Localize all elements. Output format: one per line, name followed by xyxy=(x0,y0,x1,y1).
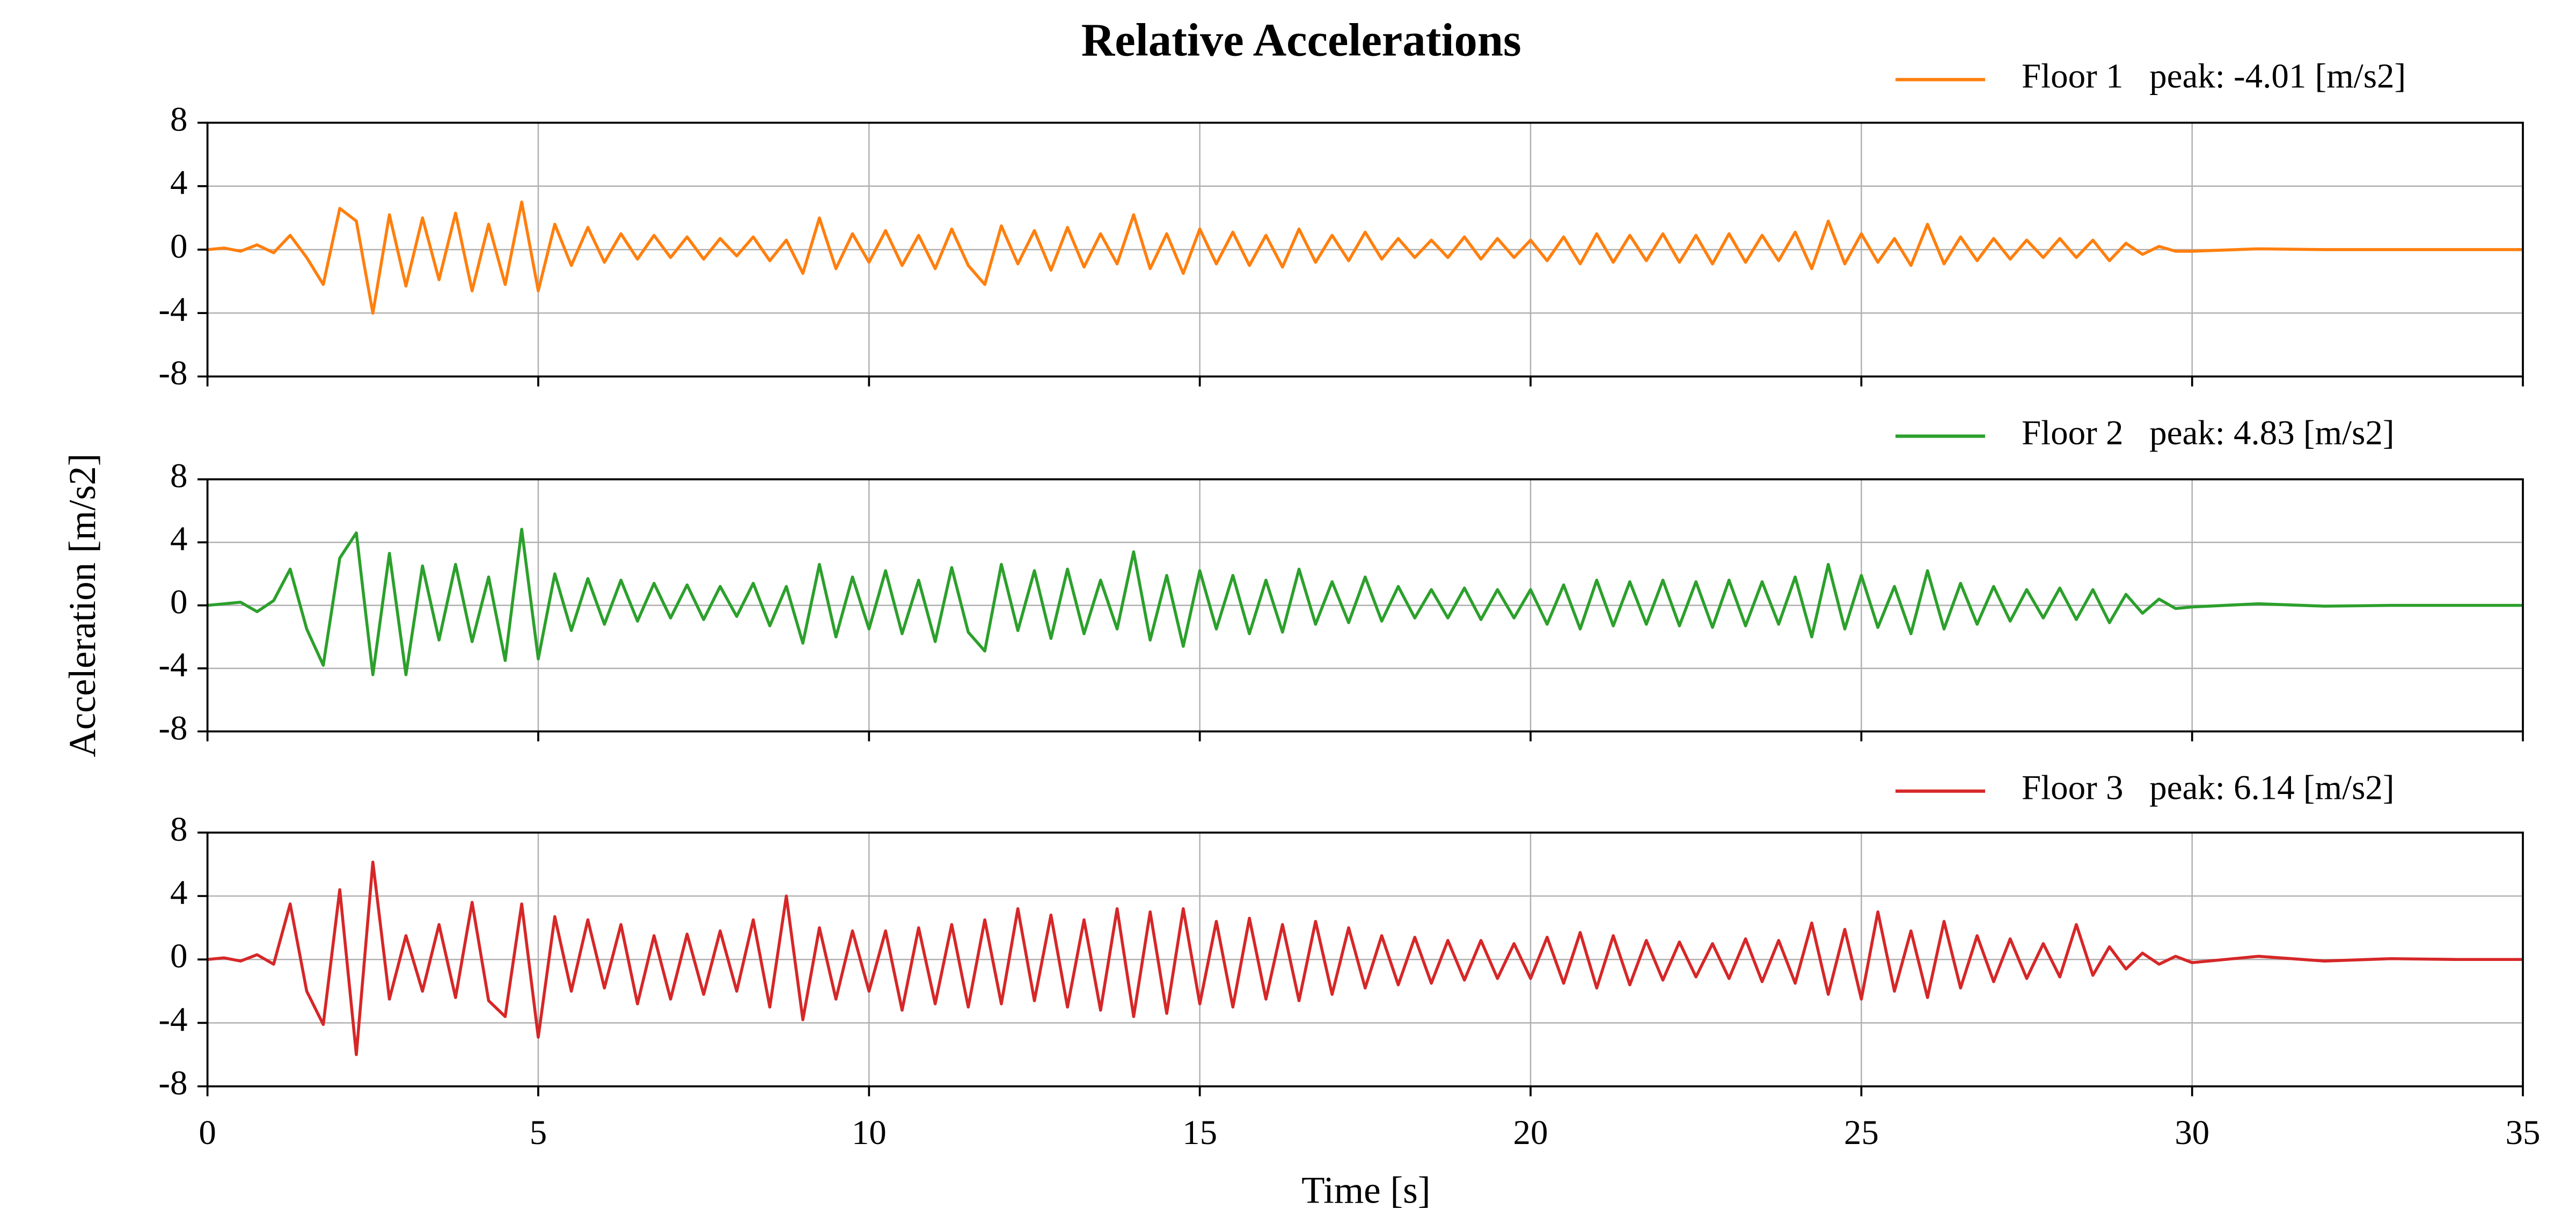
subplot: 0 5 10 15 20 25 30 35 -8 -4 0 4 8 Floor 3 peak: 6.14 … xyxy=(158,769,2540,1153)
data-line xyxy=(207,200,2523,315)
y-tick-label: 4 xyxy=(170,164,187,202)
y-tick-label: 4 xyxy=(170,520,187,558)
y-tick-label: 8 xyxy=(170,100,187,139)
x-tick-label: 0 xyxy=(199,1113,216,1152)
y-tick-label: 4 xyxy=(170,873,187,912)
y-tick-label: -4 xyxy=(158,290,187,329)
y-axis-label: Acceleration [m/s2] xyxy=(62,454,104,757)
axes-frame xyxy=(206,478,2524,733)
y-tick-label: -8 xyxy=(158,354,187,392)
x-tick-label: 15 xyxy=(1182,1113,1217,1152)
data-line xyxy=(207,861,2523,1057)
x-tick-label: 25 xyxy=(1844,1113,1879,1152)
x-axis-label: Time [s] xyxy=(1301,1170,1430,1212)
x-tick-label: 5 xyxy=(530,1113,547,1152)
y-tick-label: -4 xyxy=(158,1000,187,1039)
legend-label: Floor 3 peak: 6.14 [m/s2] xyxy=(2022,769,2394,807)
y-tick-label: 0 xyxy=(170,227,187,266)
legend-label: Floor 2 peak: 4.83 [m/s2] xyxy=(2022,413,2394,452)
axes-frame xyxy=(206,121,2524,378)
x-tick-label: 30 xyxy=(2175,1113,2209,1152)
y-tick-label: 0 xyxy=(170,583,187,622)
chart-title: Relative Accelerations xyxy=(1081,14,1521,65)
subplot: -8 -4 0 4 8 Floor 1 peak: -4.01 [m/s2] xyxy=(158,57,2524,392)
x-tick-label: 35 xyxy=(2506,1113,2541,1152)
subplot: -8 -4 0 4 8 Floor 2 peak: 4.83 [m/s2] xyxy=(158,413,2524,747)
y-tick-label: -4 xyxy=(158,646,187,684)
x-tick-label: 10 xyxy=(852,1113,887,1152)
x-tick-label: 20 xyxy=(1513,1113,1548,1152)
legend-label: Floor 1 peak: -4.01 [m/s2] xyxy=(2022,57,2406,96)
y-tick-label: 0 xyxy=(170,937,187,975)
y-tick-label: 8 xyxy=(170,457,187,496)
y-tick-label: 8 xyxy=(170,810,187,849)
axes-frame xyxy=(206,832,2524,1088)
y-tick-label: -8 xyxy=(158,1063,187,1102)
y-tick-label: -8 xyxy=(158,709,187,747)
data-line xyxy=(207,528,2523,676)
